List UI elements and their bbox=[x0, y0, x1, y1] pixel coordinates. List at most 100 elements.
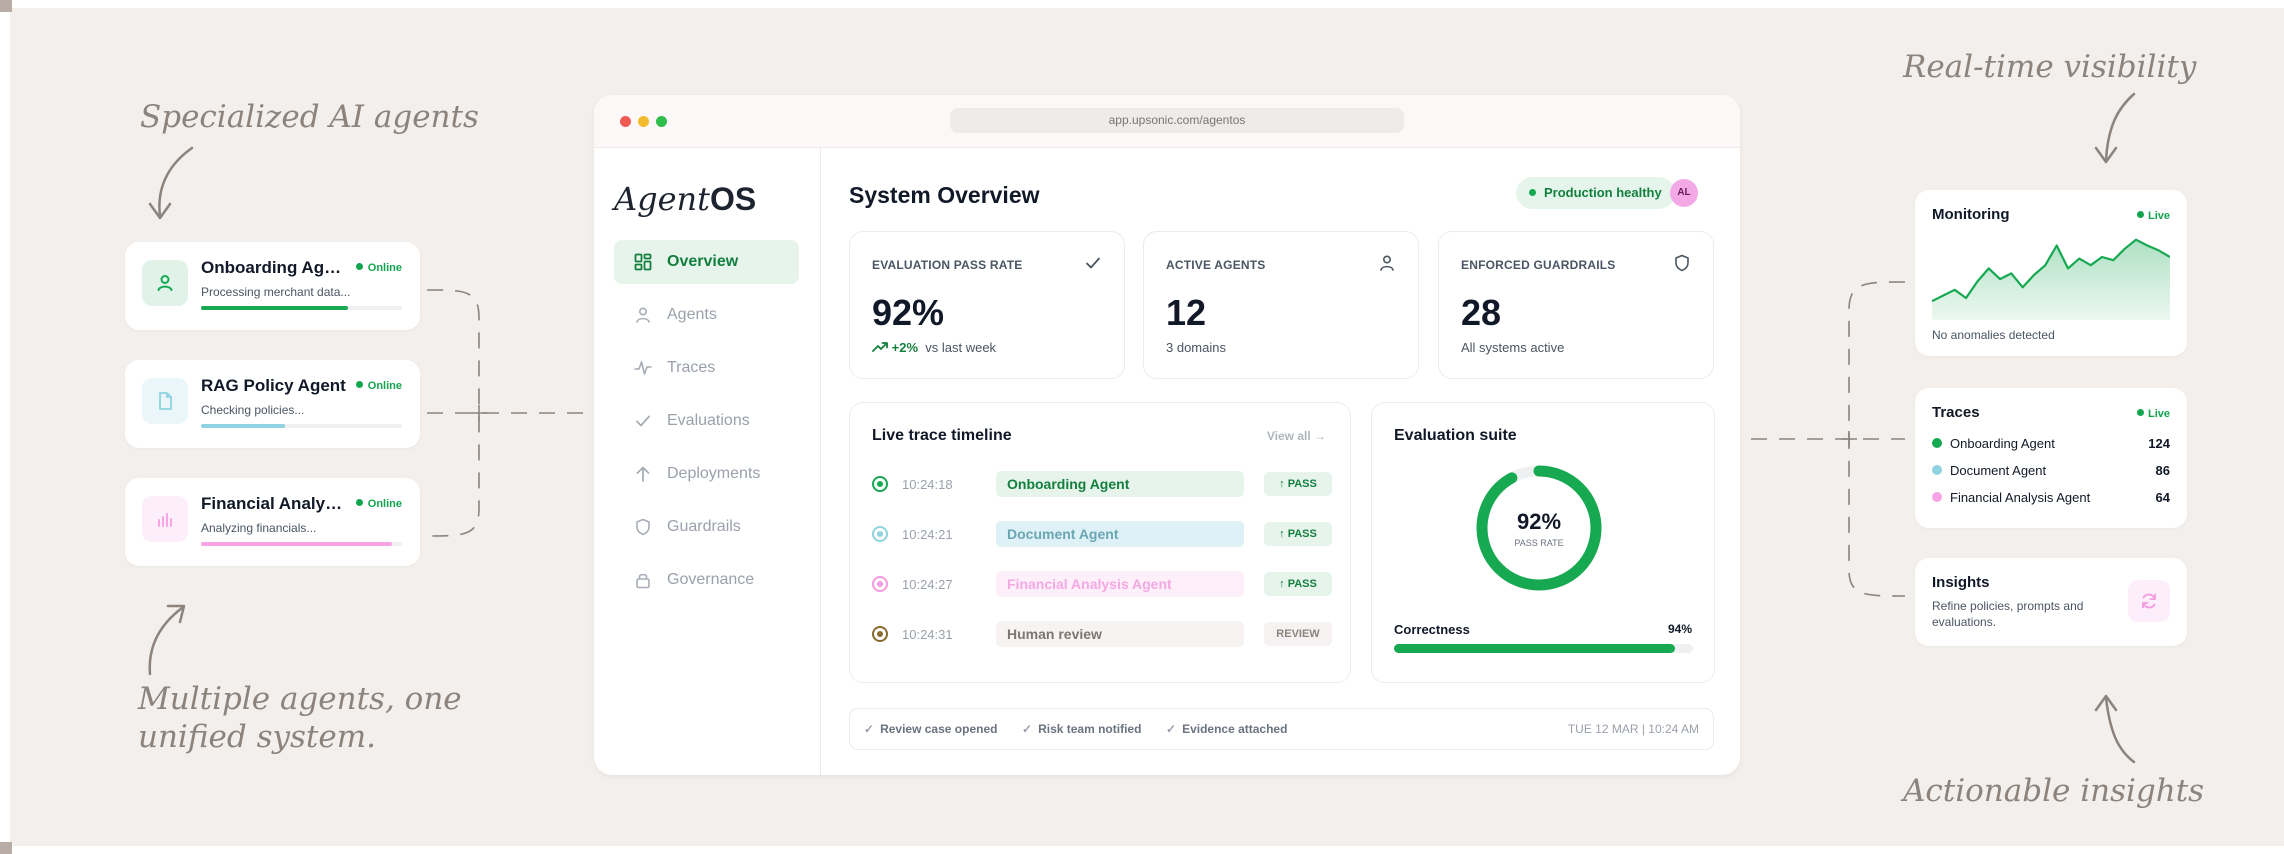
annotation-line-2: unified system. bbox=[138, 719, 376, 755]
sidebar-item-governance[interactable]: Governance bbox=[614, 558, 799, 602]
stat-value: 12 bbox=[1166, 292, 1207, 333]
curved-arrow-icon bbox=[148, 604, 186, 676]
user-icon bbox=[633, 305, 653, 325]
trace-row[interactable]: 10:24:27 Financial Analysis Agent ↑ PASS bbox=[872, 569, 1332, 599]
sidebar-item-agents[interactable]: Agents bbox=[614, 293, 799, 337]
pass-rate-gauge: 92% PASS RATE bbox=[1474, 463, 1604, 593]
panel-title: Live trace timeline bbox=[872, 427, 1012, 444]
agent-card-financial-analysis[interactable]: Financial Analysis Agent Online Analyzin… bbox=[125, 478, 420, 566]
metric-label: Correctness bbox=[1394, 622, 1470, 637]
monitoring-note: No anomalies detected bbox=[1932, 328, 2055, 342]
status-badge: Online bbox=[356, 380, 402, 392]
card-title: Traces bbox=[1932, 404, 1980, 421]
sidebar: AgentOS Overview Agents Traces Evaluatio… bbox=[594, 148, 821, 775]
trace-count-row: Financial Analysis Agent 64 bbox=[1932, 488, 2170, 508]
trend-up-icon bbox=[872, 342, 888, 352]
agent-name: RAG Policy Agent bbox=[201, 376, 346, 395]
trace-time: 10:24:21 bbox=[902, 527, 953, 542]
stat-subtext: 3 domains bbox=[1166, 340, 1226, 355]
trace-row[interactable]: 10:24:21 Document Agent ↑ PASS bbox=[872, 519, 1332, 549]
progress-fill bbox=[201, 542, 392, 546]
annotation-line-1: Multiple agents, one bbox=[138, 681, 462, 717]
sidebar-item-label: Agents bbox=[667, 306, 717, 323]
sparkline-line bbox=[1932, 238, 2170, 303]
page-title: System Overview bbox=[849, 182, 1040, 208]
gauge-arc bbox=[1476, 465, 1602, 591]
stat-label: ACTIVE AGENTS bbox=[1166, 258, 1266, 272]
trace-count: 86 bbox=[2155, 463, 2170, 478]
trace-agent-label: Document Agent bbox=[996, 521, 1244, 547]
insights-card[interactable]: Insights Refine policies, prompts and ev… bbox=[1915, 558, 2187, 646]
minimize-window-button[interactable] bbox=[638, 116, 649, 127]
logo-text-bold: OS bbox=[710, 181, 757, 217]
sidebar-item-deployments[interactable]: Deployments bbox=[614, 452, 799, 496]
traces-card[interactable]: Traces Live Onboarding Agent 124 Documen… bbox=[1915, 388, 2187, 528]
evaluation-suite-panel: Evaluation suite 92% PASS RATE Correctne… bbox=[1371, 402, 1715, 683]
maximize-window-button[interactable] bbox=[656, 116, 667, 127]
trace-status-dot bbox=[872, 576, 888, 592]
pulse-icon bbox=[633, 358, 653, 378]
monitoring-card[interactable]: Monitoring Live No anomalies detected bbox=[1915, 190, 2187, 356]
sidebar-item-label: Overview bbox=[667, 253, 739, 270]
bar-chart-icon bbox=[142, 496, 188, 542]
legend-dot bbox=[1932, 465, 1942, 475]
annotation-specialized-agents: Specialized AI agents bbox=[140, 99, 479, 135]
live-trace-timeline-panel: Live trace timeline View all → 10:24:18 O… bbox=[849, 402, 1351, 683]
footer-timestamp: TUE 12 MAR | 10:24 AM bbox=[1567, 722, 1699, 736]
stat-label: ENFORCED GUARDRAILS bbox=[1461, 258, 1616, 272]
footer-item: Review case opened bbox=[864, 722, 997, 736]
progress-fill bbox=[201, 424, 286, 428]
trace-count-row: Document Agent 86 bbox=[1932, 461, 2170, 481]
grid-icon bbox=[633, 252, 653, 272]
sidebar-item-evaluations[interactable]: Evaluations bbox=[614, 399, 799, 443]
stat-card-pass-rate: EVALUATION PASS RATE 92% +2% vs last wee… bbox=[849, 231, 1125, 379]
trace-agent-name: Financial Analysis Agent bbox=[1950, 490, 2091, 505]
progress-bar bbox=[201, 306, 402, 310]
sidebar-item-guardrails[interactable]: Guardrails bbox=[614, 505, 799, 549]
trace-result-badge: REVIEW bbox=[1264, 622, 1332, 646]
status-badge: Live bbox=[2137, 408, 2170, 420]
activity-footer: Review case opened Risk team notified Ev… bbox=[849, 708, 1714, 750]
stat-delta: +2% bbox=[891, 340, 919, 355]
trace-status-dot bbox=[872, 526, 888, 542]
view-all-link[interactable]: View all → bbox=[1266, 429, 1326, 443]
status-badge: Online bbox=[356, 498, 402, 510]
footer-item: Evidence attached bbox=[1166, 722, 1287, 736]
sidebar-item-traces[interactable]: Traces bbox=[614, 346, 799, 390]
stat-value: 28 bbox=[1461, 292, 1502, 333]
curved-arrow-icon bbox=[2094, 92, 2136, 164]
trace-row[interactable]: 10:24:31 Human review REVIEW bbox=[872, 619, 1332, 649]
close-window-button[interactable] bbox=[620, 116, 631, 127]
avatar[interactable]: AL bbox=[1670, 179, 1698, 207]
refresh-icon[interactable] bbox=[2128, 580, 2170, 622]
sidebar-item-label: Governance bbox=[667, 571, 755, 588]
trace-agent-label: Onboarding Agent bbox=[996, 471, 1244, 497]
sidebar-item-label: Evaluations bbox=[667, 412, 750, 429]
window-titlebar: app.upsonic.com/agentos bbox=[594, 95, 1740, 148]
trace-row[interactable]: 10:24:18 Onboarding Agent ↑ PASS bbox=[872, 469, 1332, 499]
corner-mark bbox=[0, 842, 12, 854]
annotation-actionable-insights: Actionable insights bbox=[1903, 773, 2205, 809]
agent-description: Analyzing financials... bbox=[201, 521, 317, 535]
agent-card-rag-policy[interactable]: RAG Policy Agent Online Checking policie… bbox=[125, 360, 420, 448]
stat-card-guardrails: ENFORCED GUARDRAILS 28 All systems activ… bbox=[1438, 231, 1714, 379]
agent-description: Processing merchant data... bbox=[201, 285, 351, 299]
agent-description: Checking policies... bbox=[201, 403, 305, 417]
agent-card-onboarding[interactable]: Onboarding Agent Online Processing merch… bbox=[125, 242, 420, 330]
stat-subtext: All systems active bbox=[1461, 340, 1565, 355]
sidebar-item-label: Deployments bbox=[667, 465, 761, 482]
user-icon bbox=[1378, 254, 1396, 272]
logo-text-italic: Agent bbox=[614, 180, 710, 218]
trace-result-badge: ↑ PASS bbox=[1264, 572, 1332, 596]
stat-value: 92% bbox=[872, 292, 945, 333]
trace-status-dot bbox=[872, 476, 888, 492]
progress-fill bbox=[201, 306, 348, 310]
url-bar[interactable]: app.upsonic.com/agentos bbox=[950, 108, 1404, 133]
annotation-multiple-agents: Multiple agents, one unified system. bbox=[138, 680, 462, 756]
trace-status-dot bbox=[872, 626, 888, 642]
status-badge: Production healthy bbox=[1516, 177, 1675, 209]
sidebar-item-overview[interactable]: Overview bbox=[614, 240, 799, 284]
corner-mark bbox=[0, 0, 12, 12]
check-icon bbox=[1084, 254, 1102, 272]
user-icon bbox=[142, 260, 188, 306]
